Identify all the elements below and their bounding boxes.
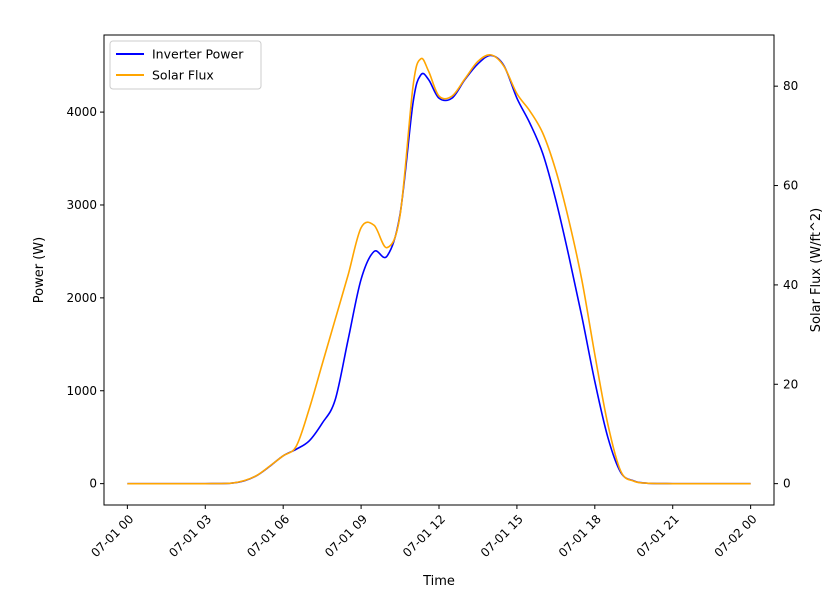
x-tick-label: 07-01 12	[400, 512, 448, 560]
y-axis-right: 0 20 40 60 80	[774, 79, 798, 491]
y-left-tick-label: 3000	[66, 198, 97, 212]
y-axis-left-label: Power (W)	[32, 237, 47, 303]
y-right-tick-label: 60	[783, 179, 798, 193]
y-right-tick-label: 40	[783, 278, 798, 292]
legend-box	[109, 40, 262, 90]
x-tick-label: 07-01 00	[88, 512, 136, 560]
legend-label-solar-flux: Solar Flux	[152, 68, 214, 83]
x-tick-label: 07-01 21	[634, 512, 682, 560]
y-axis-left: 0 1000 2000 3000 4000	[66, 105, 104, 491]
y-left-tick-label: 4000	[66, 105, 97, 119]
x-axis: 07-01 00 07-01 03 07-01 06 07-01 09 07-01 12…	[88, 505, 760, 560]
x-tick-label: 07-01 15	[478, 512, 526, 560]
y-right-tick-label: 80	[783, 79, 798, 93]
plot-area	[103, 34, 775, 506]
x-axis-label: Time	[422, 574, 455, 589]
x-tick-label: 07-01 18	[556, 512, 604, 560]
x-tick-label: 07-01 03	[166, 512, 214, 560]
series-line-solar-flux	[127, 53, 751, 485]
series-line-inverter-power	[127, 54, 751, 485]
series-layer	[127, 53, 751, 485]
y-axis-right-label: Solar Flux (W/ft^2)	[809, 208, 824, 332]
legend: Inverter Power Solar Flux	[109, 40, 262, 90]
y-left-tick-label: 0	[89, 477, 97, 491]
y-right-tick-label: 20	[783, 377, 798, 391]
y-left-tick-label: 1000	[66, 384, 97, 398]
x-tick-label: 07-02 00	[712, 512, 760, 560]
x-tick-label: 07-01 09	[322, 512, 370, 560]
y-left-tick-label: 2000	[66, 291, 97, 305]
y-right-tick-label: 0	[783, 477, 791, 491]
plot-frame	[103, 34, 775, 506]
x-tick-label: 07-01 06	[244, 512, 292, 560]
legend-label-inverter-power: Inverter Power	[152, 47, 244, 62]
